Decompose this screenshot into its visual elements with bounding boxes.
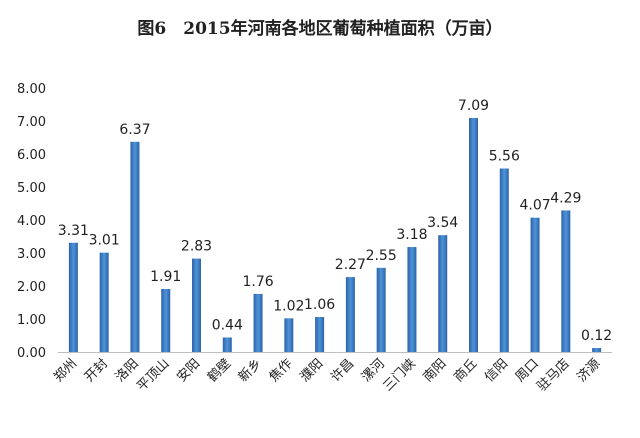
bar (499, 168, 509, 352)
data-label: 1.02 (273, 298, 304, 314)
category-label: 信阳 (482, 356, 511, 385)
bar (438, 235, 448, 352)
data-label: 1.91 (150, 269, 181, 285)
y-tick-label: 6.00 (17, 148, 46, 163)
bar (407, 247, 417, 352)
data-labels: 3.313.01 6.37 1.912.83 0.44 1.761.02 1.06 2.27… (58, 98, 612, 344)
category-label: 平顶山 (134, 356, 172, 394)
data-label: 2.83 (181, 239, 212, 255)
data-label: 6.37 (119, 122, 150, 138)
category-label: 新乡 (235, 356, 265, 386)
y-tick-label: 7.00 (17, 115, 46, 130)
bar (222, 337, 232, 352)
y-tick-label: 5.00 (17, 181, 46, 196)
category-label: 鹤壁 (204, 356, 234, 386)
bar (315, 317, 325, 352)
category-label: 济源 (574, 356, 603, 385)
y-tick-label: 1.00 (17, 313, 46, 328)
bar (161, 288, 171, 352)
bar (561, 210, 571, 352)
bar (469, 118, 478, 352)
data-label: 7.09 (458, 98, 489, 114)
data-label: 2.55 (366, 248, 397, 264)
y-axis: 0.00 1.00 2.00 3.00 4.00 5.00 6.00 7.00 8.00 (17, 82, 612, 361)
category-label: 驻马店 (534, 356, 572, 394)
chart-title: 图6 2015年河南各地区葡萄种植面积（万亩） (137, 19, 503, 39)
data-label: 0.12 (581, 328, 612, 344)
bar (99, 252, 109, 352)
data-label: 2.27 (335, 257, 366, 273)
data-label: 3.18 (396, 227, 427, 243)
bar (530, 217, 540, 352)
data-label: 0.44 (212, 317, 243, 333)
bar (592, 348, 602, 352)
data-label: 5.56 (489, 149, 520, 165)
data-label: 3.01 (89, 233, 120, 249)
y-tick-label: 0.00 (17, 346, 46, 361)
category-label: 焦作 (267, 356, 296, 385)
y-tick-label: 3.00 (17, 247, 46, 262)
bar (192, 258, 201, 352)
data-label: 4.29 (550, 190, 581, 206)
data-label: 1.06 (304, 297, 335, 313)
category-label: 开封 (82, 356, 111, 385)
bar (68, 242, 78, 352)
y-tick-label: 4.00 (17, 214, 46, 229)
data-label: 3.31 (58, 223, 89, 239)
bars (68, 118, 602, 352)
category-label: 许昌 (328, 356, 357, 385)
bar (376, 267, 386, 352)
category-label: 南阳 (420, 356, 450, 386)
bar (253, 293, 263, 352)
category-label: 濮阳 (297, 356, 326, 385)
bar (284, 318, 294, 352)
bar (345, 277, 355, 352)
category-label: 安阳 (174, 356, 203, 385)
data-label: 4.07 (519, 198, 550, 214)
y-tick-label: 8.00 (17, 82, 46, 97)
data-label: 3.54 (427, 215, 458, 231)
category-label: 郑州 (51, 356, 80, 385)
bar (130, 141, 140, 352)
category-label: 商丘 (451, 356, 480, 385)
data-label: 1.76 (242, 274, 273, 290)
y-tick-label: 2.00 (17, 280, 46, 295)
category-label: 三门峡 (381, 356, 419, 394)
